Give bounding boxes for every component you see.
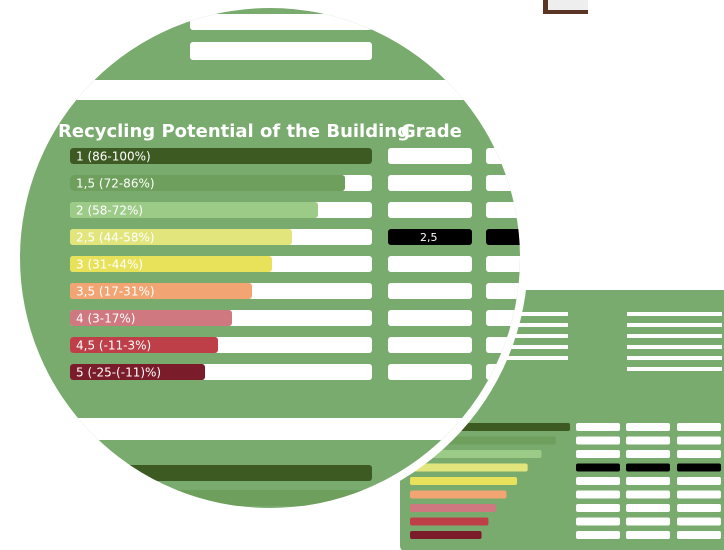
mini-bar bbox=[410, 477, 518, 485]
grade-box bbox=[486, 202, 520, 218]
bar-fill bbox=[70, 364, 205, 380]
mini-box bbox=[576, 463, 620, 472]
mini-box bbox=[677, 517, 721, 526]
grade-box bbox=[388, 175, 472, 191]
grade-box bbox=[388, 202, 472, 218]
grade-box bbox=[388, 148, 472, 164]
grade-label: 3 (31-44%) bbox=[76, 258, 143, 272]
grade-box bbox=[486, 256, 520, 272]
object bbox=[548, 0, 588, 10]
mini-box bbox=[576, 450, 620, 458]
mini-bar bbox=[410, 531, 482, 539]
mini-box bbox=[576, 517, 620, 526]
bar-fill bbox=[70, 310, 232, 326]
bar-fill bbox=[70, 337, 218, 353]
bar-fill bbox=[70, 256, 272, 272]
mini-box bbox=[677, 504, 721, 512]
mini-box bbox=[626, 504, 670, 512]
grade-box bbox=[388, 337, 472, 353]
grade-box bbox=[388, 283, 472, 299]
selected-grade: 2,5 bbox=[420, 231, 438, 244]
title: Recycling Potential of the Building bbox=[58, 121, 410, 142]
bar-fill bbox=[70, 283, 252, 299]
grade-label: 4 (3-17%) bbox=[76, 312, 135, 326]
grade-box bbox=[388, 229, 472, 245]
grade-label: 4,5 (-11-3%) bbox=[76, 339, 151, 353]
grade-box bbox=[486, 310, 520, 326]
grade-label: 3,5 (17-31%) bbox=[76, 285, 155, 299]
mini-box bbox=[626, 436, 670, 445]
mini-box bbox=[626, 450, 670, 458]
bar-fill bbox=[70, 148, 372, 164]
mini-box bbox=[677, 477, 721, 485]
mini-box bbox=[677, 463, 721, 472]
mini-box bbox=[626, 517, 670, 526]
mini-box bbox=[576, 436, 620, 445]
grade-box bbox=[388, 256, 472, 272]
mini-box bbox=[576, 423, 620, 431]
mini-bar bbox=[410, 504, 496, 512]
grade-label: 5 (-25-(-11)%) bbox=[76, 366, 161, 380]
mini-bar bbox=[410, 463, 528, 472]
mini-box bbox=[626, 490, 670, 499]
mini-box bbox=[626, 423, 670, 431]
mini-box bbox=[677, 436, 721, 445]
mini-bar bbox=[410, 490, 507, 499]
grade-box bbox=[388, 310, 472, 326]
grade-label: 2 (58-72%) bbox=[76, 204, 143, 218]
mini-box bbox=[677, 490, 721, 499]
bar-fill bbox=[70, 175, 345, 191]
mini-box bbox=[576, 477, 620, 485]
mini-box bbox=[576, 531, 620, 539]
grade-box bbox=[486, 229, 520, 245]
mini-box bbox=[626, 531, 670, 539]
bar-fill bbox=[70, 202, 318, 218]
mini-box bbox=[677, 531, 721, 539]
mini-box bbox=[626, 477, 670, 485]
grade-box bbox=[486, 175, 520, 191]
grade-heading: Grade bbox=[401, 121, 462, 142]
mini-bar bbox=[410, 450, 542, 458]
mini-box bbox=[626, 463, 670, 472]
grade-box bbox=[388, 364, 472, 380]
mini-box bbox=[576, 490, 620, 499]
bar-fill bbox=[70, 229, 292, 245]
mini-box bbox=[677, 450, 721, 458]
grade-label: 1 (86-100%) bbox=[76, 150, 151, 164]
mini-box bbox=[576, 504, 620, 512]
mini-bar bbox=[410, 517, 489, 526]
mini-box bbox=[677, 423, 721, 431]
grade-label: 1,5 (72-86%) bbox=[76, 177, 155, 191]
grade-box bbox=[486, 283, 520, 299]
grade-label: 2,5 (44-58%) bbox=[76, 231, 155, 245]
